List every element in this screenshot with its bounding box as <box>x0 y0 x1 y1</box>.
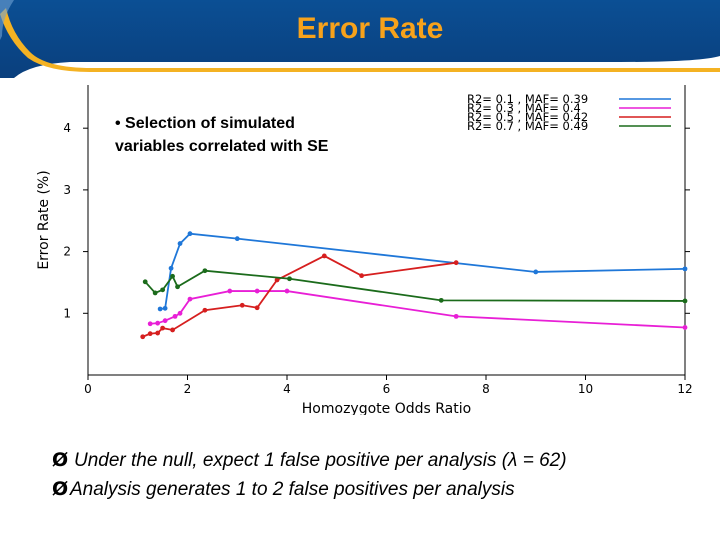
bullet-text: Under the null, expect 1 false positive … <box>74 450 567 471</box>
data-point <box>177 310 183 316</box>
x-tick-label: 10 <box>578 382 593 396</box>
data-point <box>172 313 178 319</box>
bullet-text: Analysis generates 1 to 2 false positive… <box>70 479 515 500</box>
data-point <box>168 265 174 271</box>
data-point <box>254 305 260 311</box>
data-point <box>239 302 245 308</box>
series-line <box>160 232 686 310</box>
data-point <box>453 313 459 319</box>
header-banner <box>0 0 720 78</box>
bullet-item: ØAnalysis generates 1 to 2 false positiv… <box>52 475 702 504</box>
data-point <box>147 321 153 327</box>
bullet-item: Ø Under the null, expect 1 false positive… <box>52 446 702 475</box>
data-point <box>155 320 161 326</box>
data-point <box>227 288 233 294</box>
y-tick-label: 1 <box>63 306 71 320</box>
data-point <box>147 331 153 337</box>
bullet-arrow-icon: Ø <box>52 449 69 471</box>
legend-label: R2= 0.5 , MAF= 0.42 <box>467 110 588 124</box>
data-point <box>284 288 290 294</box>
data-point <box>287 276 292 282</box>
slide-header: Error Rate <box>0 0 720 78</box>
data-point <box>202 307 208 313</box>
data-point <box>162 318 168 324</box>
legend-label: R2= 0.1 , MAF= 0.39 <box>467 92 588 106</box>
data-point <box>152 290 158 296</box>
header-blue-band <box>0 0 720 78</box>
data-point <box>160 325 166 331</box>
data-point <box>682 325 688 330</box>
data-point <box>533 269 539 275</box>
series-line <box>144 269 686 302</box>
x-tick-label: 12 <box>677 382 692 396</box>
data-point <box>234 236 240 242</box>
x-axis-label: Homozygote Odds Ratio <box>302 401 471 415</box>
header-light-accent <box>0 0 14 40</box>
data-point <box>682 266 688 272</box>
x-tick-label: 8 <box>482 382 490 396</box>
data-point <box>187 231 193 237</box>
data-point <box>321 253 327 259</box>
data-point <box>274 277 280 283</box>
data-point <box>187 296 193 302</box>
data-point <box>682 298 688 304</box>
x-tick-label: 6 <box>383 382 391 396</box>
chart-annotation: • Selection of simulated <box>115 115 295 132</box>
data-point <box>162 305 168 311</box>
bullet-list: Ø Under the null, expect 1 false positive… <box>52 446 702 504</box>
y-tick-label: 4 <box>63 121 71 135</box>
data-point <box>157 306 163 312</box>
data-point <box>170 327 175 333</box>
bullet-arrow-icon: Ø <box>52 478 69 500</box>
data-point <box>177 241 183 246</box>
chart-annotation: variables correlated with SE <box>115 138 329 155</box>
y-tick-label: 3 <box>63 183 71 197</box>
legend-label: R2= 0.3 , MAF= 0.4 <box>467 101 581 115</box>
x-tick-label: 2 <box>184 382 192 396</box>
data-point <box>170 273 175 279</box>
y-axis-label: Error Rate (%) <box>36 170 52 269</box>
data-point <box>160 287 166 293</box>
data-point <box>142 279 148 285</box>
data-point <box>155 330 161 336</box>
data-point <box>438 297 444 303</box>
data-point <box>140 334 146 340</box>
slide-title: Error Rate <box>296 12 444 45</box>
x-tick-label: 4 <box>283 382 291 396</box>
data-point <box>254 288 260 294</box>
data-point <box>359 273 365 279</box>
error-rate-chart: 0 2 4 6 8 10 12 1 2 3 4 Homozygote Odds Ratio Error … <box>31 85 693 417</box>
x-tick-label: 0 <box>84 382 92 396</box>
data-point <box>453 260 459 266</box>
data-point <box>202 268 208 274</box>
y-tick-label: 2 <box>63 245 71 259</box>
legend-label: R2= 0.7 , MAF= 0.49 <box>467 119 588 133</box>
data-point <box>175 284 180 290</box>
